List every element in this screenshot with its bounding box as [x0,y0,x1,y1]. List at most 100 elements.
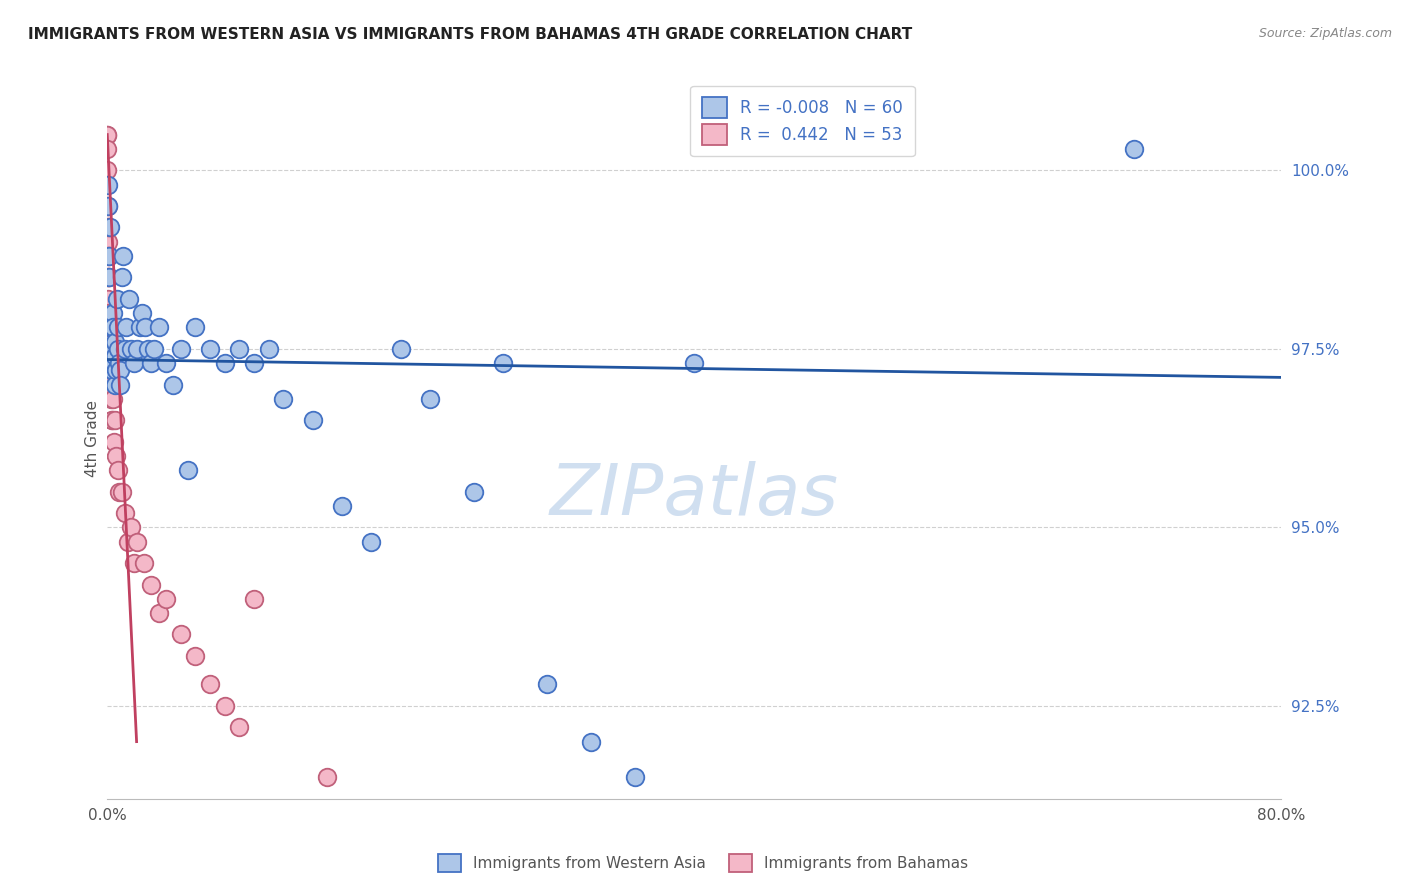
Point [96,128,118,142]
Point [98,342,121,356]
Point [214,698,236,713]
Point [101,413,124,427]
Point [101,306,124,320]
Point [155,356,177,370]
Point [100,363,122,377]
Point [107,320,129,334]
Point [96,199,118,213]
Point [97,249,120,263]
Point [104,334,127,349]
Point [96,235,118,249]
Point [1123,142,1146,156]
Text: IMMIGRANTS FROM WESTERN ASIA VS IMMIGRANTS FROM BAHAMAS 4TH GRADE CORRELATION CH: IMMIGRANTS FROM WESTERN ASIA VS IMMIGRAN… [28,27,912,42]
Point [101,342,124,356]
Text: ZIPatlas: ZIPatlas [550,461,838,531]
Point [301,413,323,427]
Point [162,377,184,392]
Point [96,163,118,178]
Point [107,342,129,356]
Point [98,249,121,263]
Point [243,591,266,606]
Point [105,363,128,377]
Point [581,734,603,748]
Point [98,356,121,370]
Point [330,499,353,513]
Point [98,270,121,285]
Point [125,534,148,549]
Point [98,306,121,320]
Point [96,178,118,192]
Point [120,342,142,356]
Point [128,320,150,334]
Point [117,534,139,549]
Point [97,220,120,235]
Point [316,770,339,784]
Point [360,534,382,549]
Point [111,270,134,285]
Point [96,220,118,235]
Legend: Immigrants from Western Asia, Immigrants from Bahamas: Immigrants from Western Asia, Immigrants… [430,846,976,880]
Point [624,770,647,784]
Legend: R = -0.008   N = 60, R =  0.442   N = 53: R = -0.008 N = 60, R = 0.442 N = 53 [690,86,915,156]
Point [131,306,153,320]
Point [98,270,121,285]
Point [141,356,163,370]
Point [536,677,558,691]
Point [98,342,121,356]
Point [169,627,191,641]
Point [97,270,120,285]
Point [214,356,236,370]
Point [389,342,412,356]
Point [143,342,166,356]
Point [97,249,120,263]
Point [96,128,118,142]
Point [273,392,295,406]
Point [112,249,135,263]
Point [107,463,129,477]
Point [125,342,148,356]
Point [683,356,706,370]
Point [419,392,441,406]
Point [103,320,125,334]
Point [136,342,159,356]
Point [105,449,128,463]
Point [155,591,177,606]
Point [111,484,134,499]
Point [141,577,163,591]
Point [97,220,120,235]
Point [118,292,141,306]
Point [103,377,125,392]
Point [148,320,170,334]
Point [148,606,170,620]
Point [177,463,200,477]
Point [108,484,131,499]
Point [97,178,120,192]
Point [97,320,120,334]
Point [243,356,266,370]
Point [184,320,207,334]
Point [96,199,118,213]
Point [103,356,125,370]
Point [97,292,120,306]
Point [100,377,122,392]
Point [114,342,136,356]
Point [122,356,145,370]
Point [98,220,121,235]
Point [463,484,485,499]
Point [108,356,131,370]
Point [228,342,250,356]
Point [101,392,124,406]
Point [198,677,221,691]
Point [97,199,120,213]
Point [104,349,127,363]
Y-axis label: 4th Grade: 4th Grade [86,400,100,476]
Point [198,342,221,356]
Point [115,320,138,334]
Text: Source: ZipAtlas.com: Source: ZipAtlas.com [1258,27,1392,40]
Point [169,342,191,356]
Point [114,506,136,520]
Point [110,377,132,392]
Point [108,363,131,377]
Point [98,320,121,334]
Point [103,434,125,449]
